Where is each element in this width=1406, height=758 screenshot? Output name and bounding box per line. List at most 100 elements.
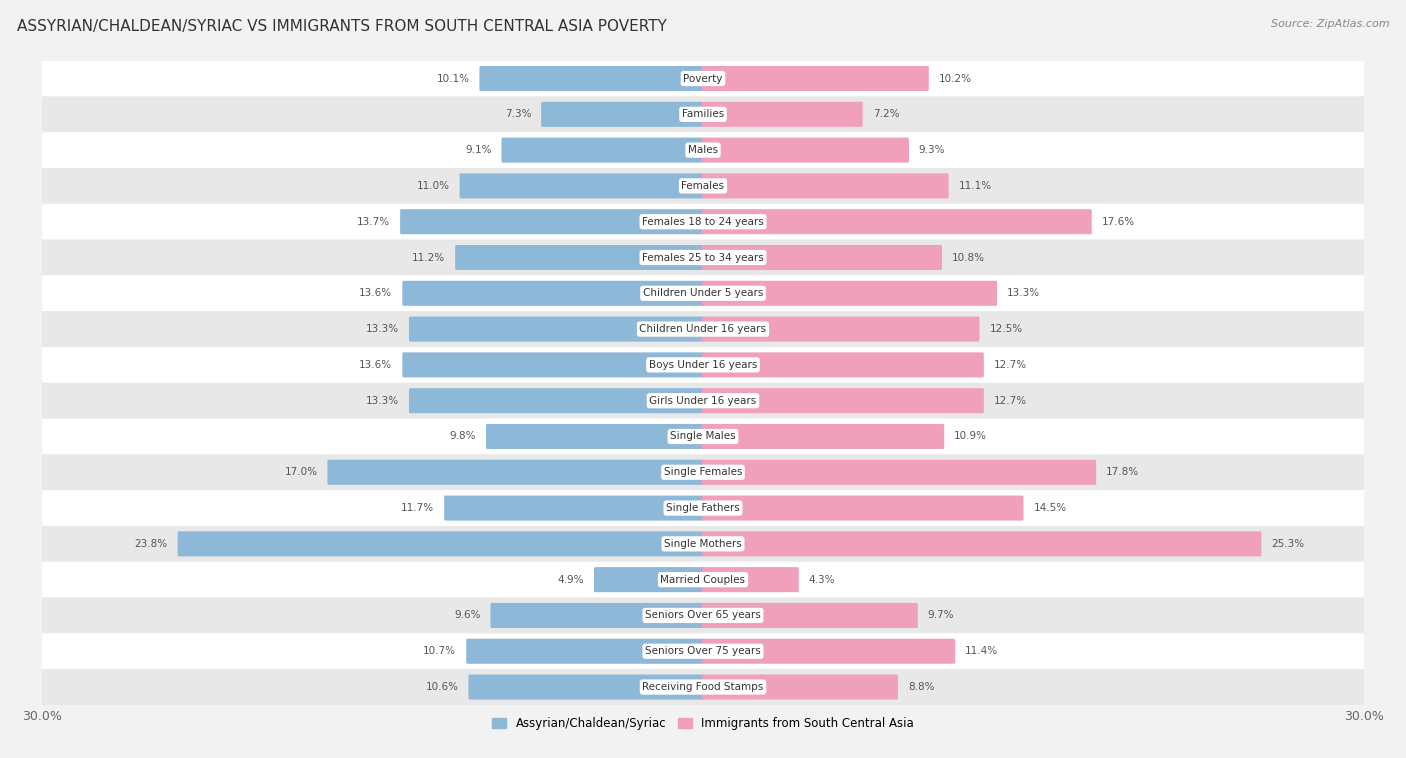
Text: 9.7%: 9.7% <box>928 610 955 621</box>
Text: 7.3%: 7.3% <box>505 109 531 119</box>
Text: Families: Families <box>682 109 724 119</box>
FancyBboxPatch shape <box>444 496 704 521</box>
Text: Single Males: Single Males <box>671 431 735 441</box>
Text: 10.8%: 10.8% <box>952 252 986 262</box>
Text: Seniors Over 75 years: Seniors Over 75 years <box>645 647 761 656</box>
FancyBboxPatch shape <box>401 209 704 234</box>
FancyBboxPatch shape <box>42 347 1364 383</box>
Text: 7.2%: 7.2% <box>873 109 898 119</box>
FancyBboxPatch shape <box>42 634 1364 669</box>
Text: Married Couples: Married Couples <box>661 575 745 584</box>
FancyBboxPatch shape <box>42 275 1364 312</box>
FancyBboxPatch shape <box>702 245 942 270</box>
FancyBboxPatch shape <box>42 240 1364 275</box>
Text: 11.7%: 11.7% <box>401 503 434 513</box>
Text: Girls Under 16 years: Girls Under 16 years <box>650 396 756 406</box>
FancyBboxPatch shape <box>42 454 1364 490</box>
FancyBboxPatch shape <box>402 280 704 305</box>
Text: Males: Males <box>688 145 718 155</box>
Text: Seniors Over 65 years: Seniors Over 65 years <box>645 610 761 621</box>
Text: 25.3%: 25.3% <box>1271 539 1305 549</box>
Text: Single Mothers: Single Mothers <box>664 539 742 549</box>
Text: 12.7%: 12.7% <box>994 360 1026 370</box>
FancyBboxPatch shape <box>42 526 1364 562</box>
Text: Females 25 to 34 years: Females 25 to 34 years <box>643 252 763 262</box>
FancyBboxPatch shape <box>42 132 1364 168</box>
FancyBboxPatch shape <box>177 531 704 556</box>
FancyBboxPatch shape <box>42 669 1364 705</box>
FancyBboxPatch shape <box>702 209 1092 234</box>
FancyBboxPatch shape <box>42 490 1364 526</box>
Text: 11.1%: 11.1% <box>959 181 991 191</box>
Text: 9.1%: 9.1% <box>465 145 492 155</box>
Text: 13.3%: 13.3% <box>1007 288 1040 299</box>
Text: Children Under 5 years: Children Under 5 years <box>643 288 763 299</box>
Text: 10.2%: 10.2% <box>939 74 972 83</box>
Text: Females: Females <box>682 181 724 191</box>
Text: 17.8%: 17.8% <box>1107 467 1139 478</box>
FancyBboxPatch shape <box>702 174 949 199</box>
Text: 23.8%: 23.8% <box>135 539 167 549</box>
FancyBboxPatch shape <box>456 245 704 270</box>
FancyBboxPatch shape <box>42 204 1364 240</box>
FancyBboxPatch shape <box>702 567 799 592</box>
FancyBboxPatch shape <box>42 61 1364 96</box>
FancyBboxPatch shape <box>702 317 980 342</box>
FancyBboxPatch shape <box>486 424 704 449</box>
Text: Single Fathers: Single Fathers <box>666 503 740 513</box>
Text: 11.2%: 11.2% <box>412 252 446 262</box>
Text: 10.9%: 10.9% <box>955 431 987 441</box>
Text: 10.6%: 10.6% <box>426 682 458 692</box>
Text: 4.3%: 4.3% <box>808 575 835 584</box>
FancyBboxPatch shape <box>42 418 1364 454</box>
FancyBboxPatch shape <box>702 531 1261 556</box>
FancyBboxPatch shape <box>42 383 1364 418</box>
Text: 9.3%: 9.3% <box>920 145 945 155</box>
Text: 12.5%: 12.5% <box>990 324 1022 334</box>
FancyBboxPatch shape <box>479 66 704 91</box>
Text: 17.6%: 17.6% <box>1102 217 1135 227</box>
FancyBboxPatch shape <box>409 388 704 413</box>
Text: 13.6%: 13.6% <box>360 288 392 299</box>
FancyBboxPatch shape <box>409 317 704 342</box>
Text: 10.1%: 10.1% <box>436 74 470 83</box>
FancyBboxPatch shape <box>702 388 984 413</box>
Text: ASSYRIAN/CHALDEAN/SYRIAC VS IMMIGRANTS FROM SOUTH CENTRAL ASIA POVERTY: ASSYRIAN/CHALDEAN/SYRIAC VS IMMIGRANTS F… <box>17 19 666 34</box>
FancyBboxPatch shape <box>702 280 997 305</box>
FancyBboxPatch shape <box>702 102 863 127</box>
Text: 13.3%: 13.3% <box>366 324 399 334</box>
Text: 10.7%: 10.7% <box>423 647 457 656</box>
FancyBboxPatch shape <box>42 168 1364 204</box>
FancyBboxPatch shape <box>702 460 1097 485</box>
FancyBboxPatch shape <box>328 460 704 485</box>
FancyBboxPatch shape <box>541 102 704 127</box>
Text: 9.8%: 9.8% <box>450 431 477 441</box>
FancyBboxPatch shape <box>42 312 1364 347</box>
FancyBboxPatch shape <box>402 352 704 377</box>
FancyBboxPatch shape <box>467 639 704 664</box>
Text: Receiving Food Stamps: Receiving Food Stamps <box>643 682 763 692</box>
Text: 11.4%: 11.4% <box>965 647 998 656</box>
FancyBboxPatch shape <box>468 675 704 700</box>
Text: 13.7%: 13.7% <box>357 217 391 227</box>
FancyBboxPatch shape <box>502 138 704 163</box>
FancyBboxPatch shape <box>42 562 1364 597</box>
FancyBboxPatch shape <box>460 174 704 199</box>
FancyBboxPatch shape <box>702 603 918 628</box>
Text: 9.6%: 9.6% <box>454 610 481 621</box>
FancyBboxPatch shape <box>702 66 929 91</box>
FancyBboxPatch shape <box>42 597 1364 634</box>
FancyBboxPatch shape <box>42 96 1364 132</box>
Text: Single Females: Single Females <box>664 467 742 478</box>
Text: 8.8%: 8.8% <box>908 682 935 692</box>
Text: Source: ZipAtlas.com: Source: ZipAtlas.com <box>1271 19 1389 29</box>
FancyBboxPatch shape <box>702 138 908 163</box>
Text: Boys Under 16 years: Boys Under 16 years <box>648 360 758 370</box>
FancyBboxPatch shape <box>702 424 945 449</box>
FancyBboxPatch shape <box>702 496 1024 521</box>
FancyBboxPatch shape <box>593 567 704 592</box>
Legend: Assyrian/Chaldean/Syriac, Immigrants from South Central Asia: Assyrian/Chaldean/Syriac, Immigrants fro… <box>486 712 920 735</box>
Text: 11.0%: 11.0% <box>416 181 450 191</box>
Text: 17.0%: 17.0% <box>284 467 318 478</box>
Text: 13.6%: 13.6% <box>360 360 392 370</box>
